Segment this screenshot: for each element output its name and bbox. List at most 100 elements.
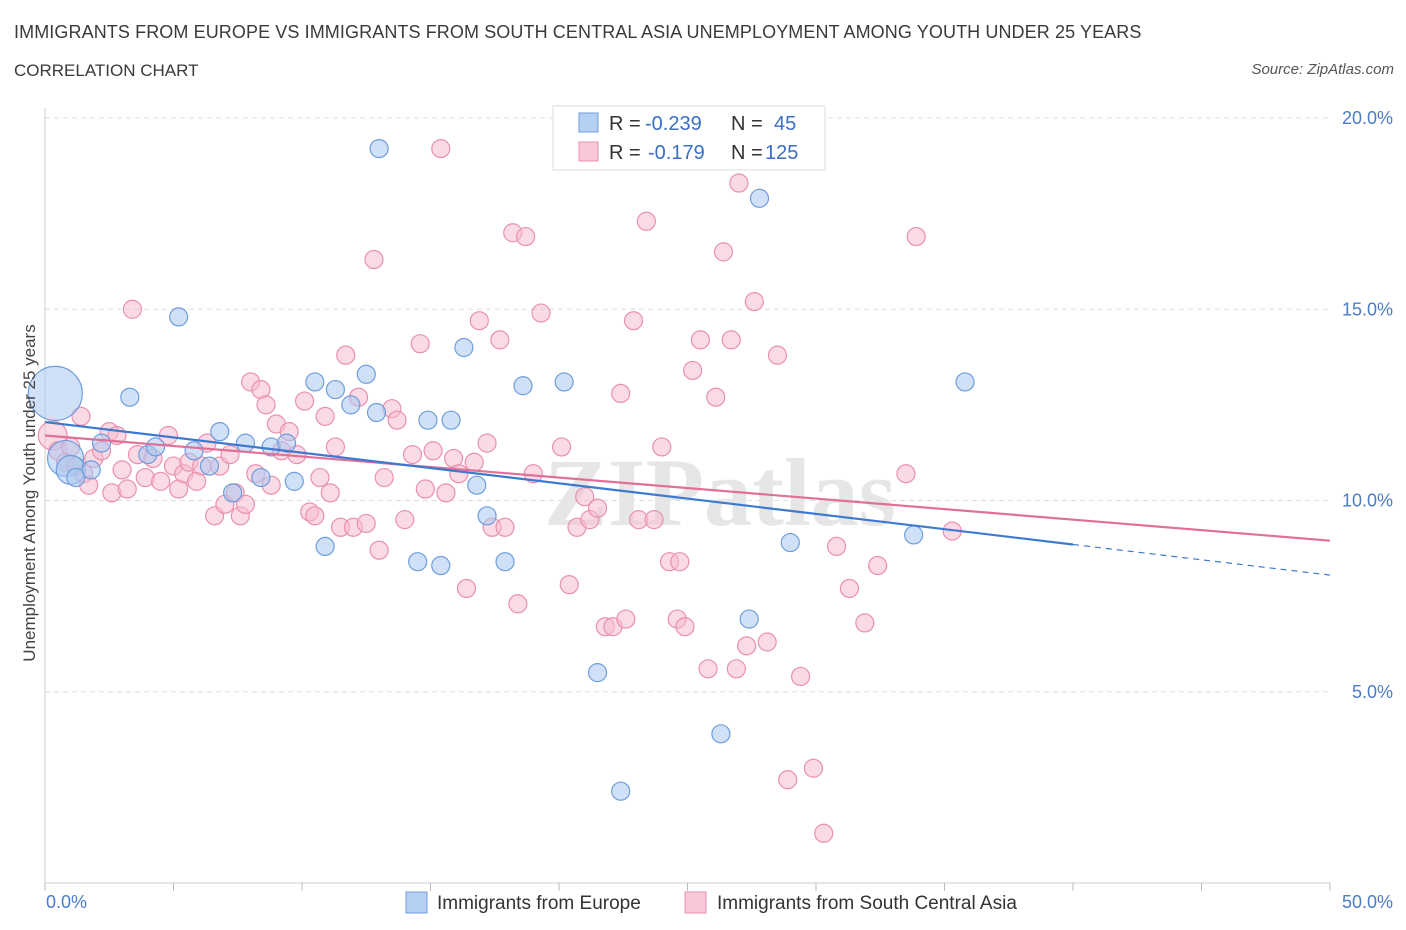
legend-asia-r-label: R = xyxy=(609,142,641,164)
point-europe-35 xyxy=(554,372,574,392)
point-asia-117 xyxy=(868,555,888,576)
point-europe-0 xyxy=(27,365,83,421)
point-asia-102 xyxy=(706,387,726,407)
watermark: ZIPatlas xyxy=(544,439,896,546)
point-asia-75 xyxy=(490,330,510,350)
point-europe-32 xyxy=(477,506,497,526)
point-europe-21 xyxy=(325,379,346,400)
point-asia-103 xyxy=(713,242,734,262)
point-europe-13 xyxy=(223,483,243,503)
bottom-legend-asia: Immigrants from South Central Asia xyxy=(717,893,1017,914)
point-asia-15 xyxy=(122,299,142,319)
point-asia-46 xyxy=(305,506,325,526)
point-asia-58 xyxy=(374,467,394,488)
series-legend: Immigrants from Europe Immigrants from S… xyxy=(405,891,1017,914)
legend-europe-n-value: 45 xyxy=(774,113,796,135)
point-europe-41 xyxy=(780,532,800,553)
point-europe-26 xyxy=(408,552,428,572)
point-europe-37 xyxy=(611,781,631,801)
point-asia-112 xyxy=(803,758,824,778)
y-tick-label-1: 10.0% xyxy=(1342,491,1393,511)
point-asia-124 xyxy=(644,510,664,530)
point-europe-30 xyxy=(454,337,474,358)
legend-europe-r-label: R = xyxy=(609,113,641,135)
point-europe-17 xyxy=(276,433,297,453)
point-asia-13 xyxy=(112,460,132,480)
point-europe-10 xyxy=(184,441,204,461)
point-asia-63 xyxy=(410,334,430,354)
point-europe-18 xyxy=(284,471,304,491)
point-asia-78 xyxy=(508,594,528,614)
point-asia-38 xyxy=(256,395,276,415)
point-europe-36 xyxy=(587,663,608,683)
point-asia-99 xyxy=(683,360,703,381)
point-asia-109 xyxy=(767,345,788,365)
point-europe-33 xyxy=(495,552,515,572)
legend-europe-n-label: N = xyxy=(731,113,763,135)
axes: 5.0% 10.0% 15.0% 20.0% 0.0% 50.0% xyxy=(44,108,1393,912)
point-europe-4 xyxy=(81,460,101,480)
point-europe-8 xyxy=(145,437,166,457)
point-asia-60 xyxy=(387,410,407,430)
point-asia-73 xyxy=(477,433,497,453)
point-asia-79 xyxy=(515,226,536,247)
point-asia-108 xyxy=(757,632,777,652)
point-asia-71 xyxy=(464,452,484,472)
trend-lines xyxy=(44,420,1331,576)
point-asia-118 xyxy=(896,464,916,484)
legend-swatch-asia xyxy=(578,141,599,162)
point-europe-11 xyxy=(199,456,220,476)
point-europe-15 xyxy=(251,467,271,488)
y-axis-label: Unemployment Among Youth under 25 years xyxy=(20,324,39,661)
series-europe-points xyxy=(27,139,975,801)
point-asia-111 xyxy=(790,666,811,687)
x-tick-label-1: 50.0% xyxy=(1342,892,1393,912)
point-asia-62 xyxy=(402,445,423,465)
y-tick-label-0: 5.0% xyxy=(1352,682,1393,702)
point-asia-100 xyxy=(690,330,710,350)
point-asia-92 xyxy=(623,311,644,331)
point-asia-106 xyxy=(737,636,757,656)
point-europe-40 xyxy=(749,188,770,208)
trend-line-europe-extension xyxy=(1072,543,1331,576)
stats-legend: R = -0.239 N = 45 R = -0.179 N = 125 xyxy=(552,105,826,171)
point-asia-122 xyxy=(670,552,690,572)
grid xyxy=(45,117,1330,693)
point-asia-105 xyxy=(729,173,749,193)
legend-asia-n-value: 125 xyxy=(765,142,798,164)
point-europe-43 xyxy=(955,372,975,392)
trend-line-asia xyxy=(44,434,1331,542)
point-asia-94 xyxy=(636,211,656,231)
point-asia-115 xyxy=(839,578,860,599)
point-asia-31 xyxy=(220,445,240,465)
point-asia-70 xyxy=(456,578,477,599)
point-asia-67 xyxy=(436,483,456,503)
point-europe-24 xyxy=(366,402,387,423)
x-tick-label-0: 0.0% xyxy=(46,892,87,912)
point-asia-101 xyxy=(698,659,718,679)
point-europe-9 xyxy=(169,307,189,327)
point-europe-22 xyxy=(341,395,361,415)
trend-line-europe xyxy=(44,420,1074,546)
legend-swatch-europe xyxy=(578,112,599,133)
point-asia-56 xyxy=(364,249,384,270)
point-europe-23 xyxy=(356,364,376,384)
point-asia-57 xyxy=(369,540,389,560)
point-asia-34 xyxy=(235,494,256,514)
point-europe-14 xyxy=(235,433,256,453)
point-asia-55 xyxy=(356,513,376,534)
point-asia-104 xyxy=(721,330,741,350)
point-asia-76 xyxy=(495,517,515,537)
point-europe-12 xyxy=(210,422,230,442)
legend-asia-n-label: N = xyxy=(731,142,763,164)
point-asia-110 xyxy=(778,770,798,790)
point-asia-66 xyxy=(431,139,451,159)
y-tick-label-3: 20.0% xyxy=(1342,108,1393,128)
point-asia-85 xyxy=(575,487,595,507)
bottom-legend-europe: Immigrants from Europe xyxy=(437,893,641,914)
point-asia-119 xyxy=(906,226,926,247)
point-asia-50 xyxy=(325,437,346,457)
point-europe-29 xyxy=(441,410,461,430)
point-asia-91 xyxy=(616,609,636,629)
